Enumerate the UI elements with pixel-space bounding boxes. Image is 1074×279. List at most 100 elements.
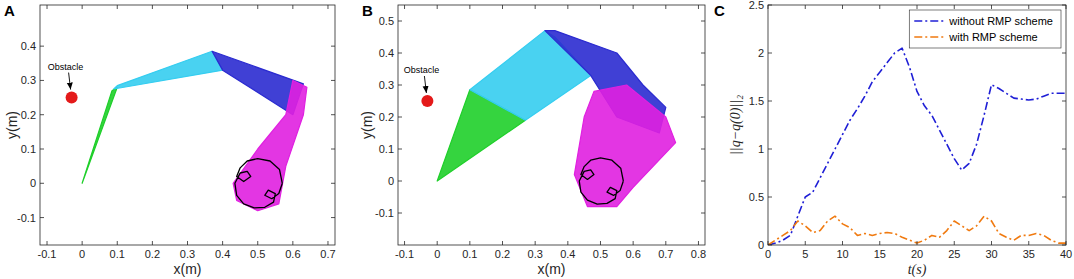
tick-label: 0 — [79, 248, 85, 260]
tick — [991, 5, 992, 9]
tick-label: 0.5 — [379, 15, 394, 27]
annotation-arrow — [424, 76, 426, 93]
series-line — [768, 216, 1066, 245]
tick-label: 5 — [802, 248, 808, 260]
tick-label: 0.3 — [180, 248, 195, 260]
tick — [404, 241, 405, 245]
legend-label: with RMP scheme — [948, 31, 1037, 43]
data-layer — [421, 31, 675, 207]
tick — [398, 213, 402, 214]
tick — [665, 5, 666, 9]
tick — [331, 114, 335, 115]
tick-label: 0.3 — [379, 79, 394, 91]
panel: -0.100.10.20.30.40.50.60.70.8-0.100.10.2… — [359, 2, 706, 277]
tick — [40, 46, 44, 47]
axis-label: y(m) — [4, 111, 20, 139]
tick-label: 0.7 — [658, 248, 673, 260]
tick — [701, 117, 705, 118]
tick — [1028, 5, 1029, 9]
tick — [805, 5, 806, 9]
tick-label: 15 — [874, 248, 886, 260]
tick — [331, 46, 335, 47]
tick — [879, 5, 880, 9]
tick — [40, 80, 44, 81]
axis-label: t(s) — [908, 262, 927, 278]
tick-label: 0.5 — [593, 248, 608, 260]
tick — [768, 5, 769, 9]
axis-frame — [40, 5, 335, 245]
tick — [1066, 5, 1067, 9]
tick — [1062, 149, 1066, 150]
tick — [701, 149, 705, 150]
data-layer — [768, 48, 1066, 245]
tick — [768, 149, 772, 150]
axis-label: x(m) — [538, 261, 566, 277]
tick-label: 0.1 — [379, 143, 394, 155]
tick — [600, 241, 601, 245]
link-sweep — [233, 80, 307, 210]
tick — [701, 85, 705, 86]
annotation: Obstacle — [48, 62, 84, 72]
tick — [502, 5, 503, 9]
tick-label: 0.1 — [462, 248, 477, 260]
tick-label: 40 — [1060, 248, 1072, 260]
tick — [437, 241, 438, 245]
tick-label: 2 — [758, 47, 764, 59]
tick-label: 10 — [836, 248, 848, 260]
tick — [469, 241, 470, 245]
link-sweep — [574, 85, 675, 207]
panel-label: A — [4, 2, 15, 19]
tick — [117, 241, 118, 245]
tick — [567, 5, 568, 9]
tick-label: 0.2 — [379, 111, 394, 123]
tick — [40, 217, 44, 218]
legend-swatch — [914, 20, 944, 22]
tick — [331, 183, 335, 184]
tick — [633, 241, 634, 245]
axis-label: x(m) — [174, 261, 202, 277]
tick — [954, 5, 955, 9]
panel-label: C — [714, 2, 725, 19]
tick — [152, 5, 153, 9]
tick-label: 0.1 — [21, 143, 36, 155]
tick — [257, 241, 258, 245]
tick — [331, 217, 335, 218]
tick-label: 35 — [1023, 248, 1035, 260]
tick — [1028, 241, 1029, 245]
tick — [222, 5, 223, 9]
tick — [805, 241, 806, 245]
tick — [1062, 101, 1066, 102]
tick — [40, 183, 44, 184]
tick-label: 0.3 — [21, 74, 36, 86]
legend-label: without RMP scheme — [948, 15, 1053, 27]
tick — [1062, 5, 1066, 6]
tick-label: 0 — [765, 248, 771, 260]
tick — [292, 241, 293, 245]
tick-label: 0.4 — [560, 248, 575, 260]
tick — [1062, 53, 1066, 54]
tick — [398, 21, 402, 22]
tick — [82, 241, 83, 245]
tick-label: 2.5 — [749, 0, 764, 11]
tick-label: 0 — [434, 248, 440, 260]
axis-frame — [398, 5, 705, 245]
series-line — [768, 48, 1066, 245]
tick — [1062, 245, 1066, 246]
tick — [398, 85, 402, 86]
tick-label: 0.6 — [285, 248, 300, 260]
tick — [1066, 241, 1067, 245]
tick — [665, 241, 666, 245]
link-sweep — [82, 87, 117, 183]
tick — [398, 149, 402, 150]
obstacle — [66, 92, 78, 104]
obstacle — [421, 95, 433, 107]
tick-label: 30 — [985, 248, 997, 260]
tick — [222, 241, 223, 245]
tick — [398, 53, 402, 54]
tick — [701, 53, 705, 54]
tick-label: -0.1 — [375, 207, 394, 219]
tick — [398, 117, 402, 118]
tick — [917, 5, 918, 9]
tick-label: 0.5 — [749, 191, 764, 203]
tick — [768, 241, 769, 245]
